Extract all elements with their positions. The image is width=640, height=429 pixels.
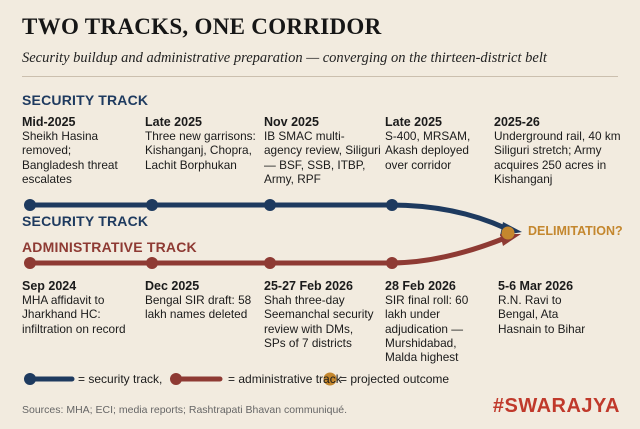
administrative-node (386, 257, 398, 269)
event-text: Bengal SIR draft: 58 lakh names deleted (145, 293, 252, 322)
event-text: IB SMAC multi-agency review, Siliguri — … (264, 129, 381, 186)
security-node (264, 199, 276, 211)
event-text: Three new garrisons: Kishanganj, Chopra,… (145, 129, 256, 172)
administrative-event: 25-27 Feb 2026 Shah three-day Seemanchal… (264, 279, 389, 350)
sources-note: Sources: MHA; ECI; media reports; Rashtr… (22, 404, 348, 416)
legend-administrative-dot (170, 373, 182, 385)
header-divider (22, 76, 618, 77)
administrative-node (264, 257, 276, 269)
page-title: TWO TRACKS, ONE CORRIDOR (22, 14, 382, 39)
security-node (146, 199, 158, 211)
event-date: 5-6 Mar 2026 (498, 279, 574, 293)
legend-outcome-label: = projected outcome (340, 372, 450, 386)
event-date: 28 Feb 2026 (385, 279, 456, 293)
security-track-heading: SECURITY TRACK (22, 92, 149, 108)
event-text: Underground rail, 40 km Siliguri stretch… (494, 129, 621, 186)
administrative-event: Dec 2025 Bengal SIR draft: 58 lakh names… (145, 279, 270, 322)
event-date: Late 2025 (385, 115, 442, 129)
security-track-line-label: SECURITY TRACK (22, 213, 149, 229)
event-date: Dec 2025 (145, 279, 200, 293)
event-date: Late 2025 (145, 115, 202, 129)
administrative-track-line-label: ADMINISTRATIVE TRACK (22, 239, 197, 255)
event-text: S-400, MRSAM, Akash deployed over corrid… (385, 129, 471, 172)
event-text: SIR final roll: 60 lakh under adjudicati… (385, 293, 469, 365)
administrative-event: Sep 2024 MHA affidavit to Jharkhand HC: … (22, 279, 147, 336)
administrative-event: 5-6 Mar 2026 R.N. Ravi to Bengal, Ata Ha… (498, 279, 623, 336)
event-text: R.N. Ravi to Bengal, Ata Hasnain to Biha… (498, 293, 586, 336)
security-node (24, 199, 36, 211)
legend-security-label: = security track, (78, 372, 163, 386)
security-event: Late 2025 Three new garrisons: Kishangan… (145, 115, 270, 172)
administrative-event: 28 Feb 2026 SIR final roll: 60 lakh unde… (385, 279, 510, 364)
administrative-node (146, 257, 158, 269)
legend-administrative-label: = administrative track (228, 372, 342, 386)
outcome-node (501, 226, 515, 240)
event-date: 2025-26 (494, 115, 540, 129)
legend-security-dot (24, 373, 36, 385)
event-date: Mid-2025 (22, 115, 76, 129)
security-event: Mid-2025 Sheikh Hasina removed; Banglade… (22, 115, 147, 186)
security-event: 2025-26 Underground rail, 40 km Siliguri… (494, 115, 621, 186)
security-node (386, 199, 398, 211)
event-text: MHA affidavit to Jharkhand HC: infiltrat… (22, 293, 126, 336)
administrative-node (24, 257, 36, 269)
legend-outcome-dot (323, 372, 337, 386)
security-event: Nov 2025 IB SMAC multi-agency review, Si… (264, 115, 389, 186)
event-date: Nov 2025 (264, 115, 319, 129)
event-text: Sheikh Hasina removed; Bangladesh threat… (22, 129, 118, 186)
event-date: Sep 2024 (22, 279, 77, 293)
event-text: Shah three-day Seemanchal security revie… (264, 293, 374, 350)
outcome-label: DELIMITATION? (528, 224, 623, 238)
page-subtitle: Security buildup and administrative prep… (22, 50, 547, 66)
event-date: 25-27 Feb 2026 (264, 279, 353, 293)
security-event: Late 2025 S-400, MRSAM, Akash deployed o… (385, 115, 510, 172)
brand-logo: #SWARAJYA (492, 395, 620, 417)
